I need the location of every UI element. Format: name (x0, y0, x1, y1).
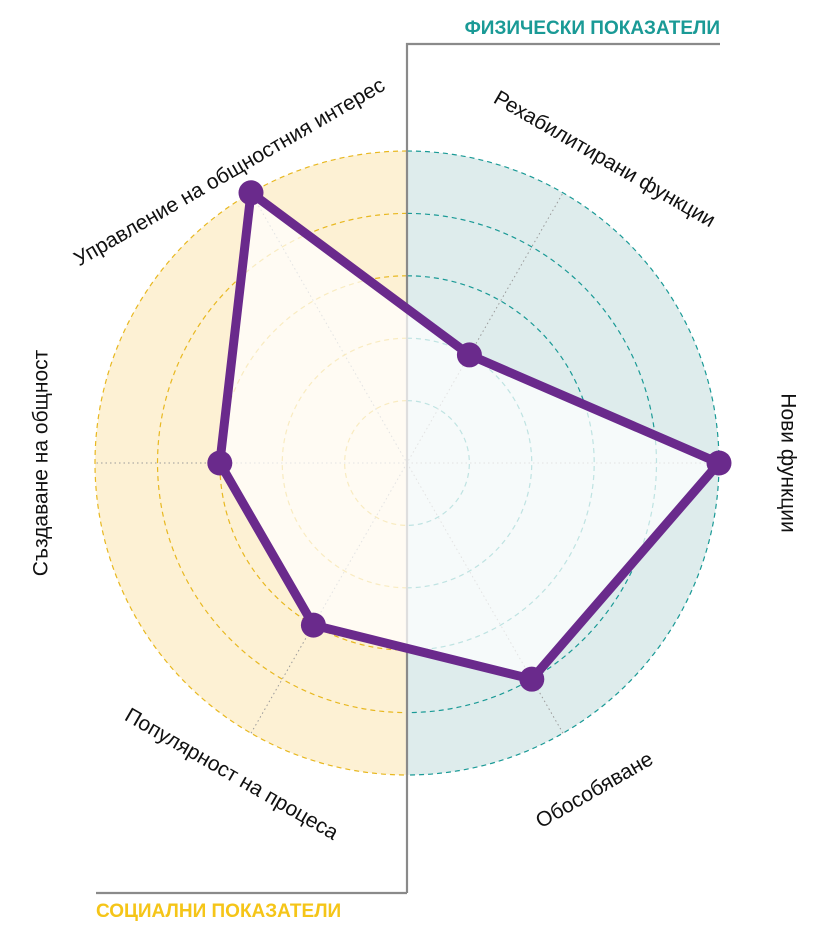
data-point-4 (207, 450, 233, 476)
axis-label-1: Нови функции (776, 393, 799, 532)
series (207, 180, 732, 692)
data-point-6 (456, 342, 482, 368)
axis-label-4: Създаване на общност (30, 349, 53, 576)
data-point-5 (238, 180, 264, 206)
axis-label-2: Обособяване (532, 747, 657, 833)
data-point-3 (300, 612, 326, 638)
data-point-2 (519, 666, 545, 692)
axis-spoke (250, 192, 564, 734)
physical-section-title: ФИЗИЧЕСКИ ПОКАЗАТЕЛИ (465, 18, 720, 39)
data-point-1 (706, 450, 732, 476)
social-section-title: СОЦИАЛНИ ПОКАЗАТЕЛИ (96, 901, 341, 922)
